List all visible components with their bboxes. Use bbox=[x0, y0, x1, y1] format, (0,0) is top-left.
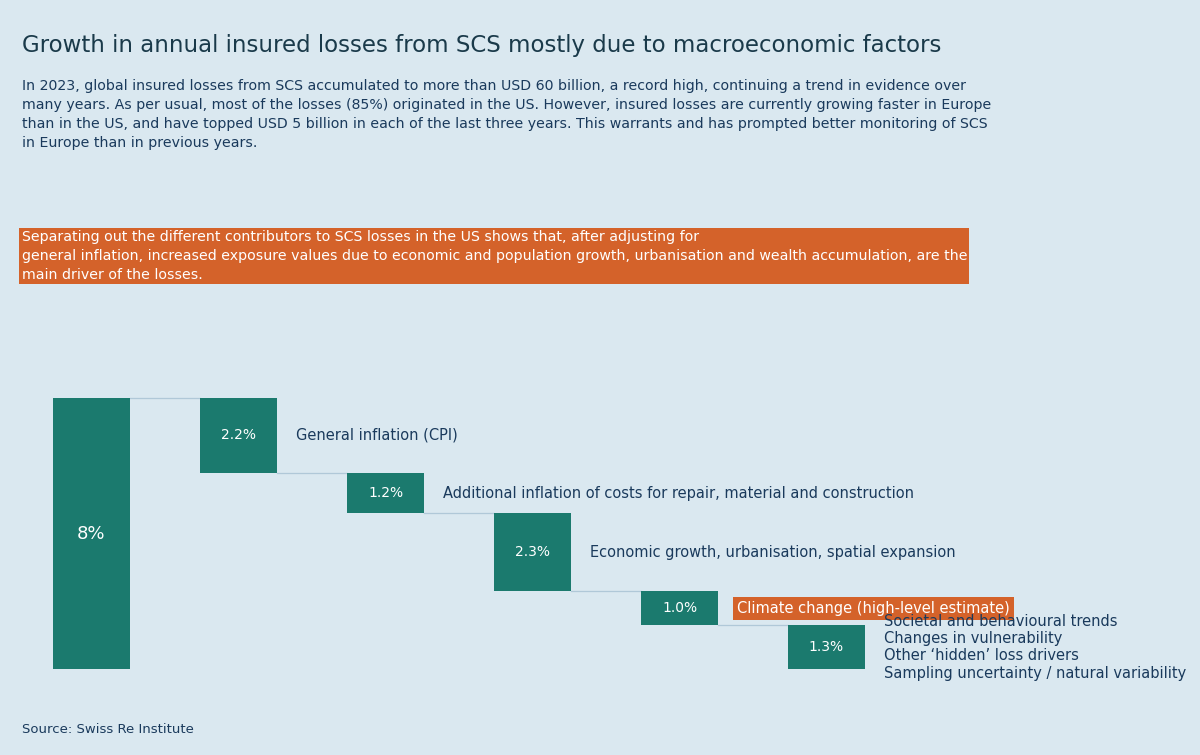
Text: 2.2%: 2.2% bbox=[221, 428, 256, 442]
Text: 8%: 8% bbox=[77, 525, 106, 543]
Text: 1.3%: 1.3% bbox=[809, 640, 844, 655]
Text: Additional inflation of costs for repair, material and construction: Additional inflation of costs for repair… bbox=[443, 485, 914, 501]
Bar bbox=[347, 473, 424, 513]
Text: Growth in annual insured losses from SCS mostly due to macroeconomic factors: Growth in annual insured losses from SCS… bbox=[22, 34, 941, 57]
Text: Source: Swiss Re Institute: Source: Swiss Re Institute bbox=[22, 723, 193, 736]
Text: 1.0%: 1.0% bbox=[662, 601, 697, 615]
Bar bbox=[53, 398, 130, 670]
Bar bbox=[200, 398, 277, 473]
Bar bbox=[641, 591, 718, 625]
Bar bbox=[494, 513, 571, 591]
Text: Economic growth, urbanisation, spatial expansion: Economic growth, urbanisation, spatial e… bbox=[590, 545, 955, 560]
Text: General inflation (CPI): General inflation (CPI) bbox=[296, 428, 457, 443]
Text: 2.3%: 2.3% bbox=[515, 545, 550, 559]
Text: Separating out the different contributors to SCS losses in the US shows that, af: Separating out the different contributor… bbox=[22, 230, 967, 282]
Text: Cost increases in the construction sector specifically are another factor drivin: Cost increases in the construction secto… bbox=[22, 230, 810, 263]
Text: 1.2%: 1.2% bbox=[368, 486, 403, 500]
Bar bbox=[788, 625, 865, 670]
Text: Climate change (high-level estimate): Climate change (high-level estimate) bbox=[737, 601, 1009, 616]
Text: In 2023, global insured losses from SCS accumulated to more than USD 60 billion,: In 2023, global insured losses from SCS … bbox=[22, 79, 991, 150]
Text: Societal and behavioural trends
Changes in vulnerability
Other ‘hidden’ loss dri: Societal and behavioural trends Changes … bbox=[884, 614, 1186, 681]
